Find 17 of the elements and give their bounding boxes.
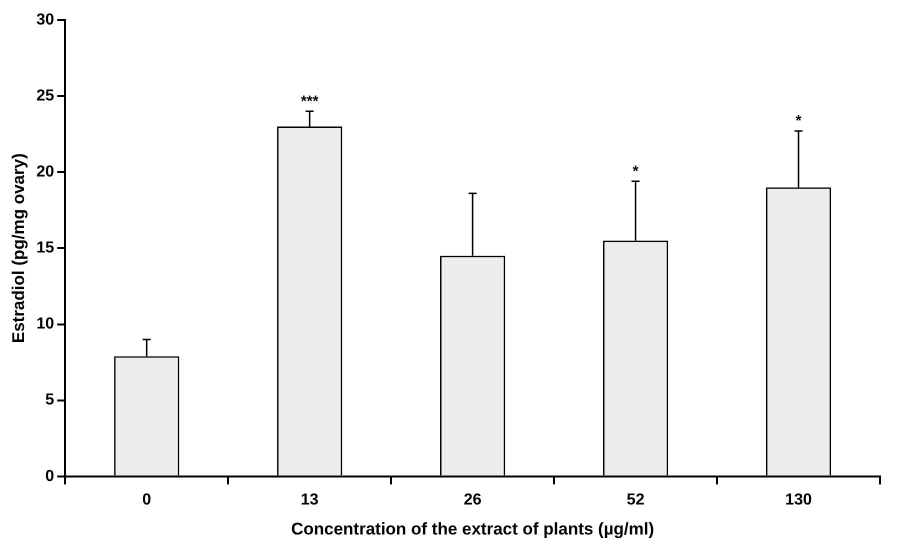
x-tick-label: 13: [300, 491, 319, 508]
annotation: *: [632, 162, 639, 180]
x-tick-label: 0: [142, 491, 152, 508]
x-tick-label: 130: [785, 491, 812, 508]
y-tick-label: 25: [36, 87, 54, 104]
y-tick-label: 15: [36, 240, 54, 257]
y-axis-title: Estradiol (pg/mg ovary): [8, 153, 28, 344]
x-tick-label: 52: [626, 491, 645, 508]
y-tick-label: 30: [36, 11, 54, 28]
y-tick-label: 5: [45, 392, 54, 409]
annotation: *: [796, 112, 802, 130]
x-axis-title: Concentration of the extract of plants (µg/ml): [291, 519, 654, 538]
annotation: ***: [300, 92, 319, 110]
y-tick-label: 0: [45, 468, 54, 485]
y-tick-label: 20: [36, 164, 54, 181]
y-tick-label: 10: [36, 316, 54, 333]
x-tick-label: 26: [464, 491, 482, 508]
